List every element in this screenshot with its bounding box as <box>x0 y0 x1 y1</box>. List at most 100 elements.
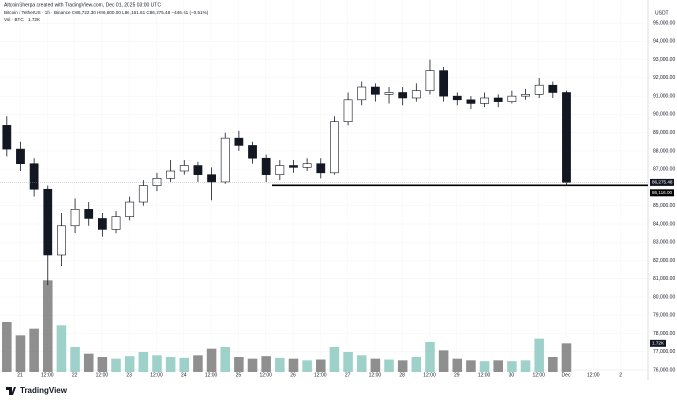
candle-body <box>179 165 189 172</box>
x-tick-label: 24 <box>181 372 187 378</box>
candle-body <box>562 92 571 183</box>
volume-bar <box>111 358 121 372</box>
y-tick-label: 82,000.00 <box>653 258 675 264</box>
symbol-line: Bitcoin / TetherUS · 1h · Binance O86,72… <box>4 10 209 15</box>
x-tick-label: 28 <box>399 372 405 378</box>
x-tick-label: 12:00 <box>205 372 218 378</box>
candle-body <box>220 137 230 183</box>
volume-bar <box>425 342 435 372</box>
volume-bars <box>2 280 572 372</box>
volume-bar <box>397 360 408 372</box>
candle-body <box>534 84 544 95</box>
candle-body <box>521 94 530 97</box>
x-tick-label: 12:00 <box>41 372 54 378</box>
y-tick-label: 83,000.00 <box>653 240 675 246</box>
y-tick-label: 78,000.00 <box>653 331 675 337</box>
logo-mark <box>6 387 16 395</box>
volume-bar <box>70 347 80 372</box>
y-tick-label: 95,000.00 <box>653 20 675 26</box>
volume-bar <box>275 357 285 372</box>
y-tick-label: 89,000.00 <box>653 130 675 136</box>
candle-body <box>138 185 148 203</box>
candle-body <box>29 163 39 190</box>
author-line: AltcoinSherpa created with TradingView.c… <box>4 2 161 8</box>
volume-bar <box>302 360 312 372</box>
volume-bar <box>452 358 463 372</box>
x-tick-label: 12:00 <box>96 372 109 378</box>
candle-body <box>289 165 298 168</box>
volume-bar <box>288 358 299 372</box>
y-tick-label: 93,000.00 <box>653 57 675 63</box>
x-tick-label: 12:00 <box>478 372 491 378</box>
candle-body <box>248 145 257 159</box>
candle-body <box>357 86 367 101</box>
x-tick-label: 12:00 <box>532 372 545 378</box>
y-tick-label: 88,000.00 <box>653 148 675 154</box>
candle-body <box>411 90 421 99</box>
volume-bar <box>234 357 244 372</box>
volume-bar <box>438 350 449 372</box>
candle-body <box>234 137 244 146</box>
y-tick-label: 80,000.00 <box>653 294 675 300</box>
volume-bar <box>206 348 217 372</box>
currency: USDT <box>655 10 669 16</box>
y-tick-label: 94,000.00 <box>653 39 675 45</box>
candle-body <box>2 125 12 150</box>
volume-label-box <box>650 339 666 347</box>
candle-body <box>493 97 503 102</box>
x-tick-label: 12:00 <box>369 372 382 378</box>
x-tick-label: 12:00 <box>150 372 163 378</box>
candle-body <box>398 92 408 99</box>
volume-bar <box>2 322 12 372</box>
last-price-label: 86,275.48 <box>652 180 673 185</box>
volume-bar <box>315 359 326 372</box>
candle-body <box>111 216 121 230</box>
candle-body <box>370 86 380 95</box>
volume-bar <box>165 357 176 372</box>
y-tick-label: 79,000.00 <box>653 313 675 319</box>
volume-bar <box>179 357 190 372</box>
candle-body <box>84 209 94 219</box>
x-tick-label: 22 <box>72 372 78 378</box>
line-label-box <box>650 189 674 197</box>
x-tick-label: 27 <box>345 372 351 378</box>
y-tick-label: 81,000.00 <box>653 276 675 282</box>
candle-body <box>275 165 285 175</box>
volume-name: Vol · BTC <box>4 17 24 22</box>
x-tick-label: 12:00 <box>259 372 272 378</box>
volume-bar <box>15 335 26 372</box>
volume-bar <box>466 360 476 372</box>
volume-bar <box>520 360 531 372</box>
volume-bar <box>507 361 517 372</box>
volume-bar <box>42 280 53 372</box>
x-tick-label: 25 <box>236 372 242 378</box>
brand-name: TradingView <box>20 386 68 395</box>
candle-body <box>548 84 558 93</box>
candle-body <box>261 157 271 175</box>
x-tick-label: 12:00 <box>587 372 600 378</box>
volume-bar <box>247 358 258 372</box>
candle-body <box>452 95 462 101</box>
candle-body <box>152 178 162 186</box>
candle-body <box>480 97 489 104</box>
volume-bar <box>343 352 353 372</box>
volume-bar <box>479 361 490 372</box>
y-tick-label: 92,000.00 <box>653 75 675 81</box>
candle-body <box>57 225 66 256</box>
candle-body <box>70 209 80 227</box>
y-tick-label: 85,000.00 <box>653 203 675 209</box>
y-tick-label: 77,000.00 <box>653 349 675 355</box>
x-tick-label: 23 <box>126 372 132 378</box>
candle-body <box>302 163 312 168</box>
x-tick-label: 26 <box>290 372 296 378</box>
volume-bar <box>548 357 558 372</box>
volume-bar <box>384 359 394 372</box>
candle-body <box>166 170 176 179</box>
horizontal-line-label: 86,116.00 <box>652 190 673 195</box>
candle-body <box>125 201 135 217</box>
volume-bar <box>411 357 422 372</box>
candle-body <box>316 163 326 174</box>
volume-bar <box>193 355 203 372</box>
volume-value: 1.72K <box>28 17 41 22</box>
